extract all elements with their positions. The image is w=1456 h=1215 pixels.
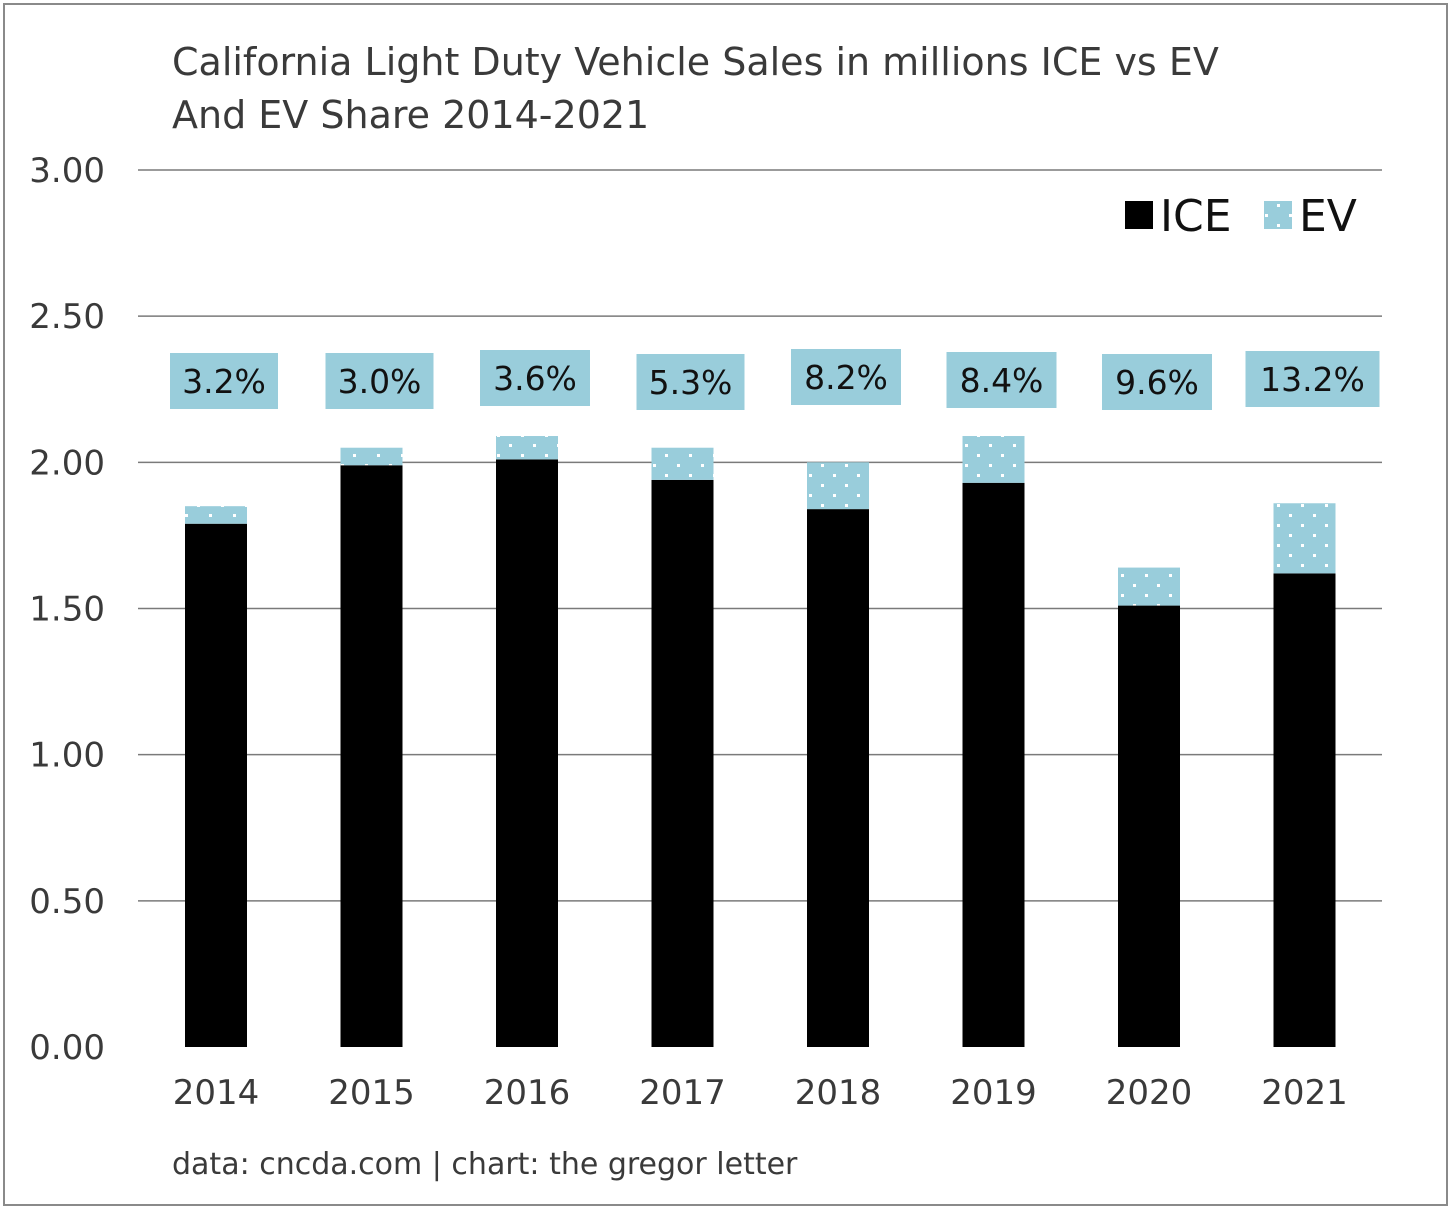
bar-ice-2019 [962,482,1025,1048]
ev-share-label-box [480,350,590,406]
x-tick-label: 2018 [795,1073,882,1113]
bar-ice-2020 [1118,605,1180,1047]
bar-ev-2015 [340,447,403,466]
legend-label-ice: ICE [1160,191,1232,242]
ev-share-labels: 3.2% 3.0% 3.6% 5.3% 8.2% 8.4% 9.6% 13.2% [170,349,1380,410]
y-tick-label: 2.00 [29,443,105,483]
gridlines [138,169,1382,902]
bar-ev-2017 [651,447,714,480]
y-axis-tick-labels: 0.00 0.50 1.00 1.50 2.00 2.50 3.00 [29,151,105,1068]
bar-ice-2018 [807,509,869,1047]
chart-title-line-1: California Light Duty Vehicle Sales in m… [172,40,1219,84]
legend-swatch-ev [1264,201,1292,229]
bar-ice-2015 [340,465,403,1047]
ev-share-label: 8.2% [804,358,888,397]
bar-ice-2016 [496,459,558,1047]
bar-ev-2014 [185,506,247,524]
ev-share-label-box [325,353,434,409]
ev-share-label: 3.2% [182,362,266,401]
ev-share-label-box [170,353,278,409]
bars [185,436,1336,1048]
ev-share-label: 9.6% [1115,363,1199,402]
bar-ev-2018 [807,462,869,510]
ev-share-label: 3.6% [493,359,577,398]
ev-share-label-box [1102,354,1212,410]
y-tick-label: 1.50 [29,590,105,630]
x-tick-label: 2021 [1261,1073,1348,1113]
bar-ev-2020 [1118,567,1180,606]
legend-swatch-ice [1125,201,1153,229]
x-tick-label: 2016 [484,1073,571,1113]
x-tick-label: 2014 [173,1073,260,1113]
legend-label-ev: EV [1299,191,1357,242]
legend: ICE EV [1125,191,1357,242]
source-note: data: cncda.com | chart: the gregor lett… [172,1147,798,1182]
chart-title: California Light Duty Vehicle Sales in m… [172,40,1219,137]
x-tick-label: 2015 [328,1073,415,1113]
x-tick-label: 2020 [1106,1073,1193,1113]
x-tick-label: 2017 [639,1073,726,1113]
bar-ice-2017 [651,479,714,1048]
x-axis-tick-labels: 2014 2015 2016 2017 2018 2019 2020 2021 [173,1073,1348,1113]
ev-share-label: 3.0% [338,362,422,401]
chart-title-line-2: And EV Share 2014-2021 [172,93,649,137]
bar-ev-2019 [962,436,1025,483]
bar-ev-2021 [1273,503,1336,574]
y-tick-label: 0.50 [29,882,105,922]
ev-share-label-box [791,349,901,405]
y-tick-label: 2.50 [29,297,105,337]
x-tick-label: 2019 [950,1073,1037,1113]
bar-ev-2016 [496,436,558,460]
y-tick-label: 3.00 [29,151,105,191]
ev-share-label: 13.2% [1260,360,1365,399]
ev-share-label-box [1245,351,1380,407]
bar-ice-2021 [1273,573,1336,1047]
y-tick-label: 1.00 [29,736,105,776]
ev-share-label-box [636,354,745,410]
ev-share-label: 5.3% [649,363,733,402]
ev-share-label: 8.4% [960,361,1044,400]
ev-share-label-box [946,352,1057,408]
bar-ice-2014 [185,523,247,1047]
y-tick-label: 0.00 [29,1028,105,1068]
